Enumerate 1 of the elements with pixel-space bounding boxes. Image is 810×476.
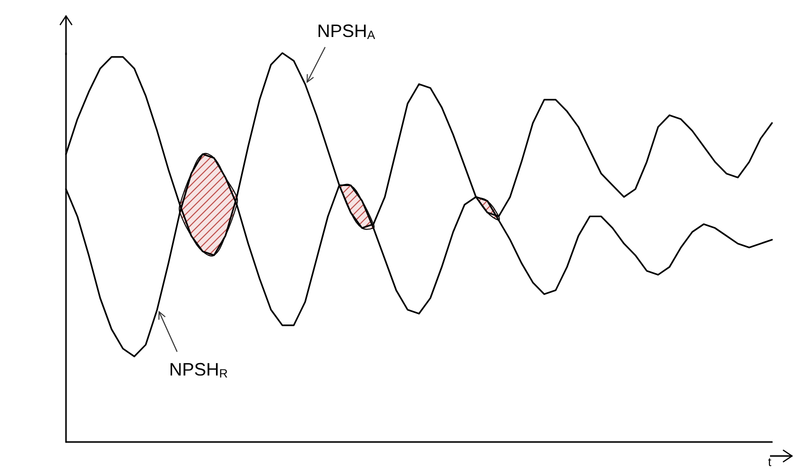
x-axis-title: t	[768, 455, 772, 469]
